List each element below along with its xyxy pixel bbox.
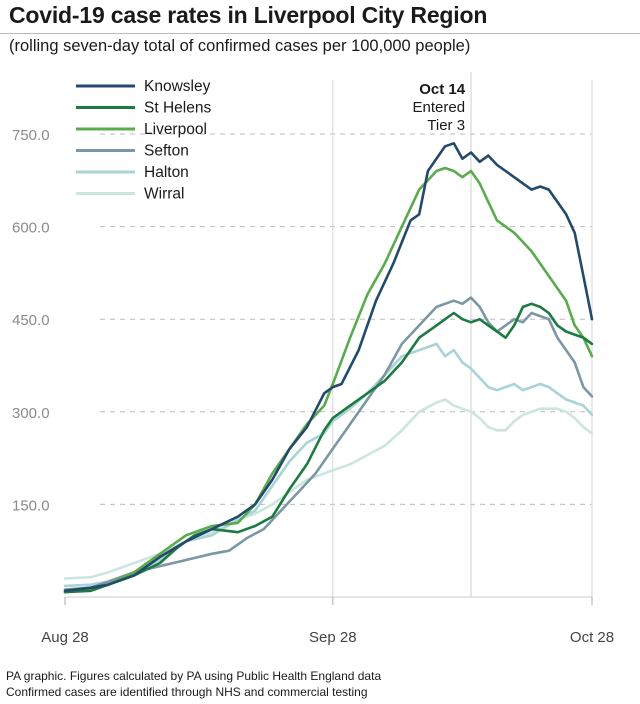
annotation-date: Oct 14 <box>419 81 466 98</box>
y-tick-label: 150.0 <box>12 497 50 514</box>
footer-source: PA graphic. Figures calculated by PA usi… <box>6 669 382 683</box>
chart-subtitle: (rolling seven-day total of confirmed ca… <box>9 37 471 55</box>
footer-notes: PA graphic. Figures calculated by PA usi… <box>6 668 381 700</box>
series-line-liverpool <box>63 166 594 594</box>
series-line-knowsley <box>63 142 594 593</box>
y-tick-label: 300.0 <box>12 405 50 422</box>
footer-note: Confirmed cases are identified through N… <box>6 685 368 699</box>
y-tick-label: 600.0 <box>12 220 50 237</box>
legend-label-sefton: Sefton <box>144 143 189 160</box>
x-tick-label: Aug 28 <box>41 629 89 646</box>
legend-label-wirral: Wirral <box>144 186 184 203</box>
legend-label-liverpool: Liverpool <box>144 121 207 138</box>
x-tick-label: Sep 28 <box>309 629 357 646</box>
title-divider <box>0 33 640 34</box>
legend-label-st-helens: St Helens <box>144 100 211 117</box>
series-line-sefton <box>63 296 594 591</box>
annotation-text: Entered <box>413 99 466 116</box>
series-line-halton <box>63 342 594 588</box>
legend-label-halton: Halton <box>144 164 189 181</box>
chart-title: Covid-19 case rates in Liverpool City Re… <box>9 2 488 28</box>
x-tick-label: Oct 28 <box>570 629 614 646</box>
y-tick-label: 750.0 <box>12 127 50 144</box>
annotation-text: Tier 3 <box>427 117 465 134</box>
y-tick-label: 450.0 <box>12 312 50 329</box>
series-line-st-helens <box>63 302 594 594</box>
legend-label-knowsley: Knowsley <box>144 78 211 95</box>
